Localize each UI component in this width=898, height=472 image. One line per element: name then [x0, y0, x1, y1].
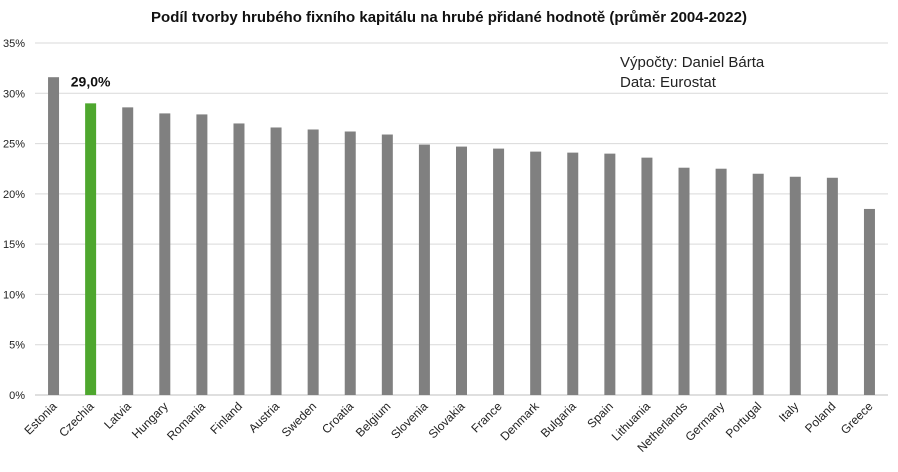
x-tick-label: Belgium — [353, 399, 394, 440]
y-tick-label: 20% — [3, 189, 25, 201]
x-tick-label: Bulgaria — [538, 399, 579, 440]
bar-sweden — [307, 129, 319, 395]
x-tick-label: Romania — [164, 399, 208, 443]
bar-slovenia — [418, 144, 430, 395]
x-tick-label: Italy — [776, 399, 801, 424]
x-tick-label: Slovenia — [388, 399, 431, 442]
x-tick-label: Denmark — [497, 399, 542, 444]
bar-france — [493, 148, 505, 395]
bar-bulgaria — [567, 152, 579, 395]
bar-germany — [715, 168, 727, 395]
bar-croatia — [344, 131, 356, 395]
x-tick-label: Croatia — [319, 399, 356, 436]
annotation-source: Data: Eurostat — [620, 74, 717, 91]
bar-lithuania — [641, 157, 653, 395]
bars: 29,0% — [48, 73, 875, 396]
y-tick-label: 5% — [9, 340, 25, 352]
bar-italy — [789, 176, 801, 395]
bar-finland — [233, 123, 245, 395]
y-tick-label: 0% — [9, 390, 25, 402]
x-tick-label: Finland — [207, 399, 245, 437]
bar-portugal — [752, 173, 764, 395]
bar-netherlands — [678, 167, 690, 395]
x-tick-label: Czechia — [56, 399, 97, 440]
bar-greece — [863, 208, 875, 395]
chart-title: Podíl tvorby hrubého fixního kapitálu na… — [151, 9, 747, 26]
y-tick-label: 25% — [3, 139, 25, 151]
bar-latvia — [122, 107, 134, 395]
x-tick-label: France — [468, 399, 505, 436]
bar-poland — [826, 177, 838, 395]
bar-czechia — [85, 103, 97, 395]
x-tick-label: Poland — [802, 399, 838, 435]
y-tick-label: 30% — [3, 88, 25, 100]
y-tick-label: 10% — [3, 289, 25, 301]
y-tick-label: 15% — [3, 239, 25, 251]
bar-austria — [270, 127, 282, 395]
bar-romania — [196, 114, 208, 396]
x-tick-label: Germany — [682, 399, 727, 444]
x-tick-label: Slovakia — [426, 399, 468, 441]
y-tick-label: 35% — [3, 38, 25, 50]
x-tick-label: Austria — [246, 399, 283, 436]
x-tick-label: Sweden — [279, 399, 320, 440]
bar-spain — [604, 153, 616, 395]
bar-belgium — [381, 134, 393, 395]
y-axis-ticks: 0% 5% 10% 15% 20% 25% 30% 35% — [3, 38, 25, 402]
annotation-calculations: Výpočty: Daniel Bárta — [620, 54, 765, 71]
x-tick-label: Estonia — [21, 399, 59, 437]
x-tick-label: Portugal — [723, 399, 765, 441]
x-tick-label: Latvia — [101, 399, 134, 432]
bar-slovakia — [456, 146, 467, 395]
bar-hungary — [159, 113, 171, 396]
x-tick-label: Spain — [584, 399, 616, 431]
bar-denmark — [530, 151, 542, 395]
x-tick-label: Greece — [838, 399, 876, 437]
data-label-czechia: 29,0% — [71, 73, 111, 89]
bar-estonia — [48, 77, 60, 396]
